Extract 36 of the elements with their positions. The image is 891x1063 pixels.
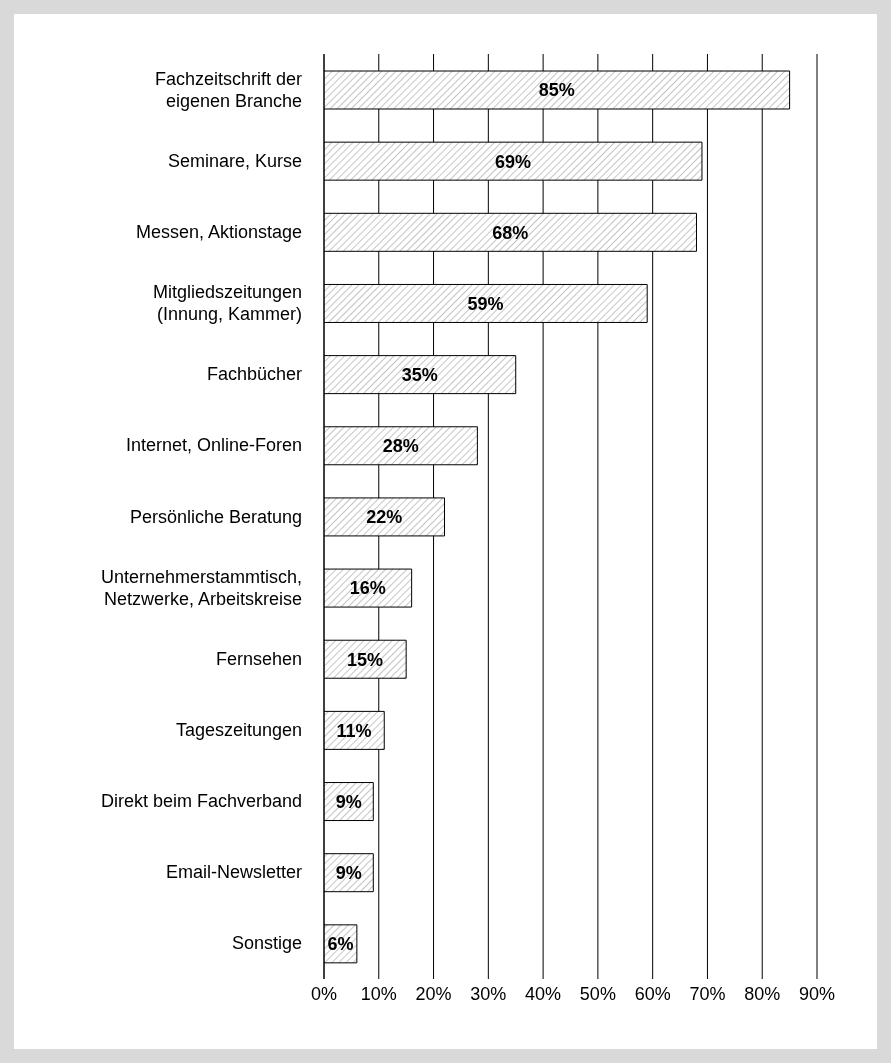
data-label: 22% [366, 507, 403, 528]
y-tick-label: Sonstige [231, 933, 302, 954]
data-label: 6% [327, 934, 354, 955]
x-tick-label: 10% [360, 983, 397, 1004]
x-tick-label: 90% [798, 983, 836, 1004]
x-tick-label: 40% [525, 983, 562, 1004]
data-label: 68% [492, 222, 529, 243]
y-tick-label: Unternehmerstammtisch, Netzwerke, Arbeitskreise [100, 566, 302, 609]
data-label: 16% [349, 578, 386, 599]
x-tick-label: 30% [470, 983, 507, 1004]
data-label: 28% [382, 436, 419, 457]
y-tick-label: Fernsehen [215, 648, 302, 669]
x-tick-label: 0% [310, 983, 338, 1004]
data-label: 9% [335, 863, 362, 884]
x-tick-label: 50% [579, 983, 616, 1004]
data-label: 85% [538, 80, 575, 101]
x-tick-label: 70% [689, 983, 726, 1004]
data-label: 35% [401, 365, 438, 386]
y-tick-label: Persönliche Beratung [129, 506, 302, 527]
data-label: 11% [336, 720, 372, 741]
y-tick-label: Seminare, Kurse [167, 150, 302, 171]
y-tick-label: Messen, Aktionstage [135, 221, 302, 242]
data-label: 15% [347, 649, 384, 670]
x-tick-label: 80% [744, 983, 781, 1004]
y-tick-label: Fachzeitschrift der eigenen Branche [154, 68, 302, 111]
y-tick-label: Mitgliedszeitungen (Innung, Kammer) [152, 282, 302, 325]
data-label: 9% [335, 791, 362, 812]
x-tick-label: 60% [634, 983, 671, 1004]
data-label: 59% [467, 293, 504, 314]
y-tick-label: Internet, Online-Foren [125, 435, 302, 456]
y-tick-label: Direkt beim Fachverband [100, 791, 302, 812]
y-tick-label: Tageszeitungen [175, 719, 302, 740]
data-label: 69% [494, 151, 531, 172]
x-tick-label: 20% [415, 983, 452, 1004]
y-tick-label: Fachbücher [206, 364, 302, 385]
y-tick-label: Email-Newsletter [165, 862, 302, 883]
